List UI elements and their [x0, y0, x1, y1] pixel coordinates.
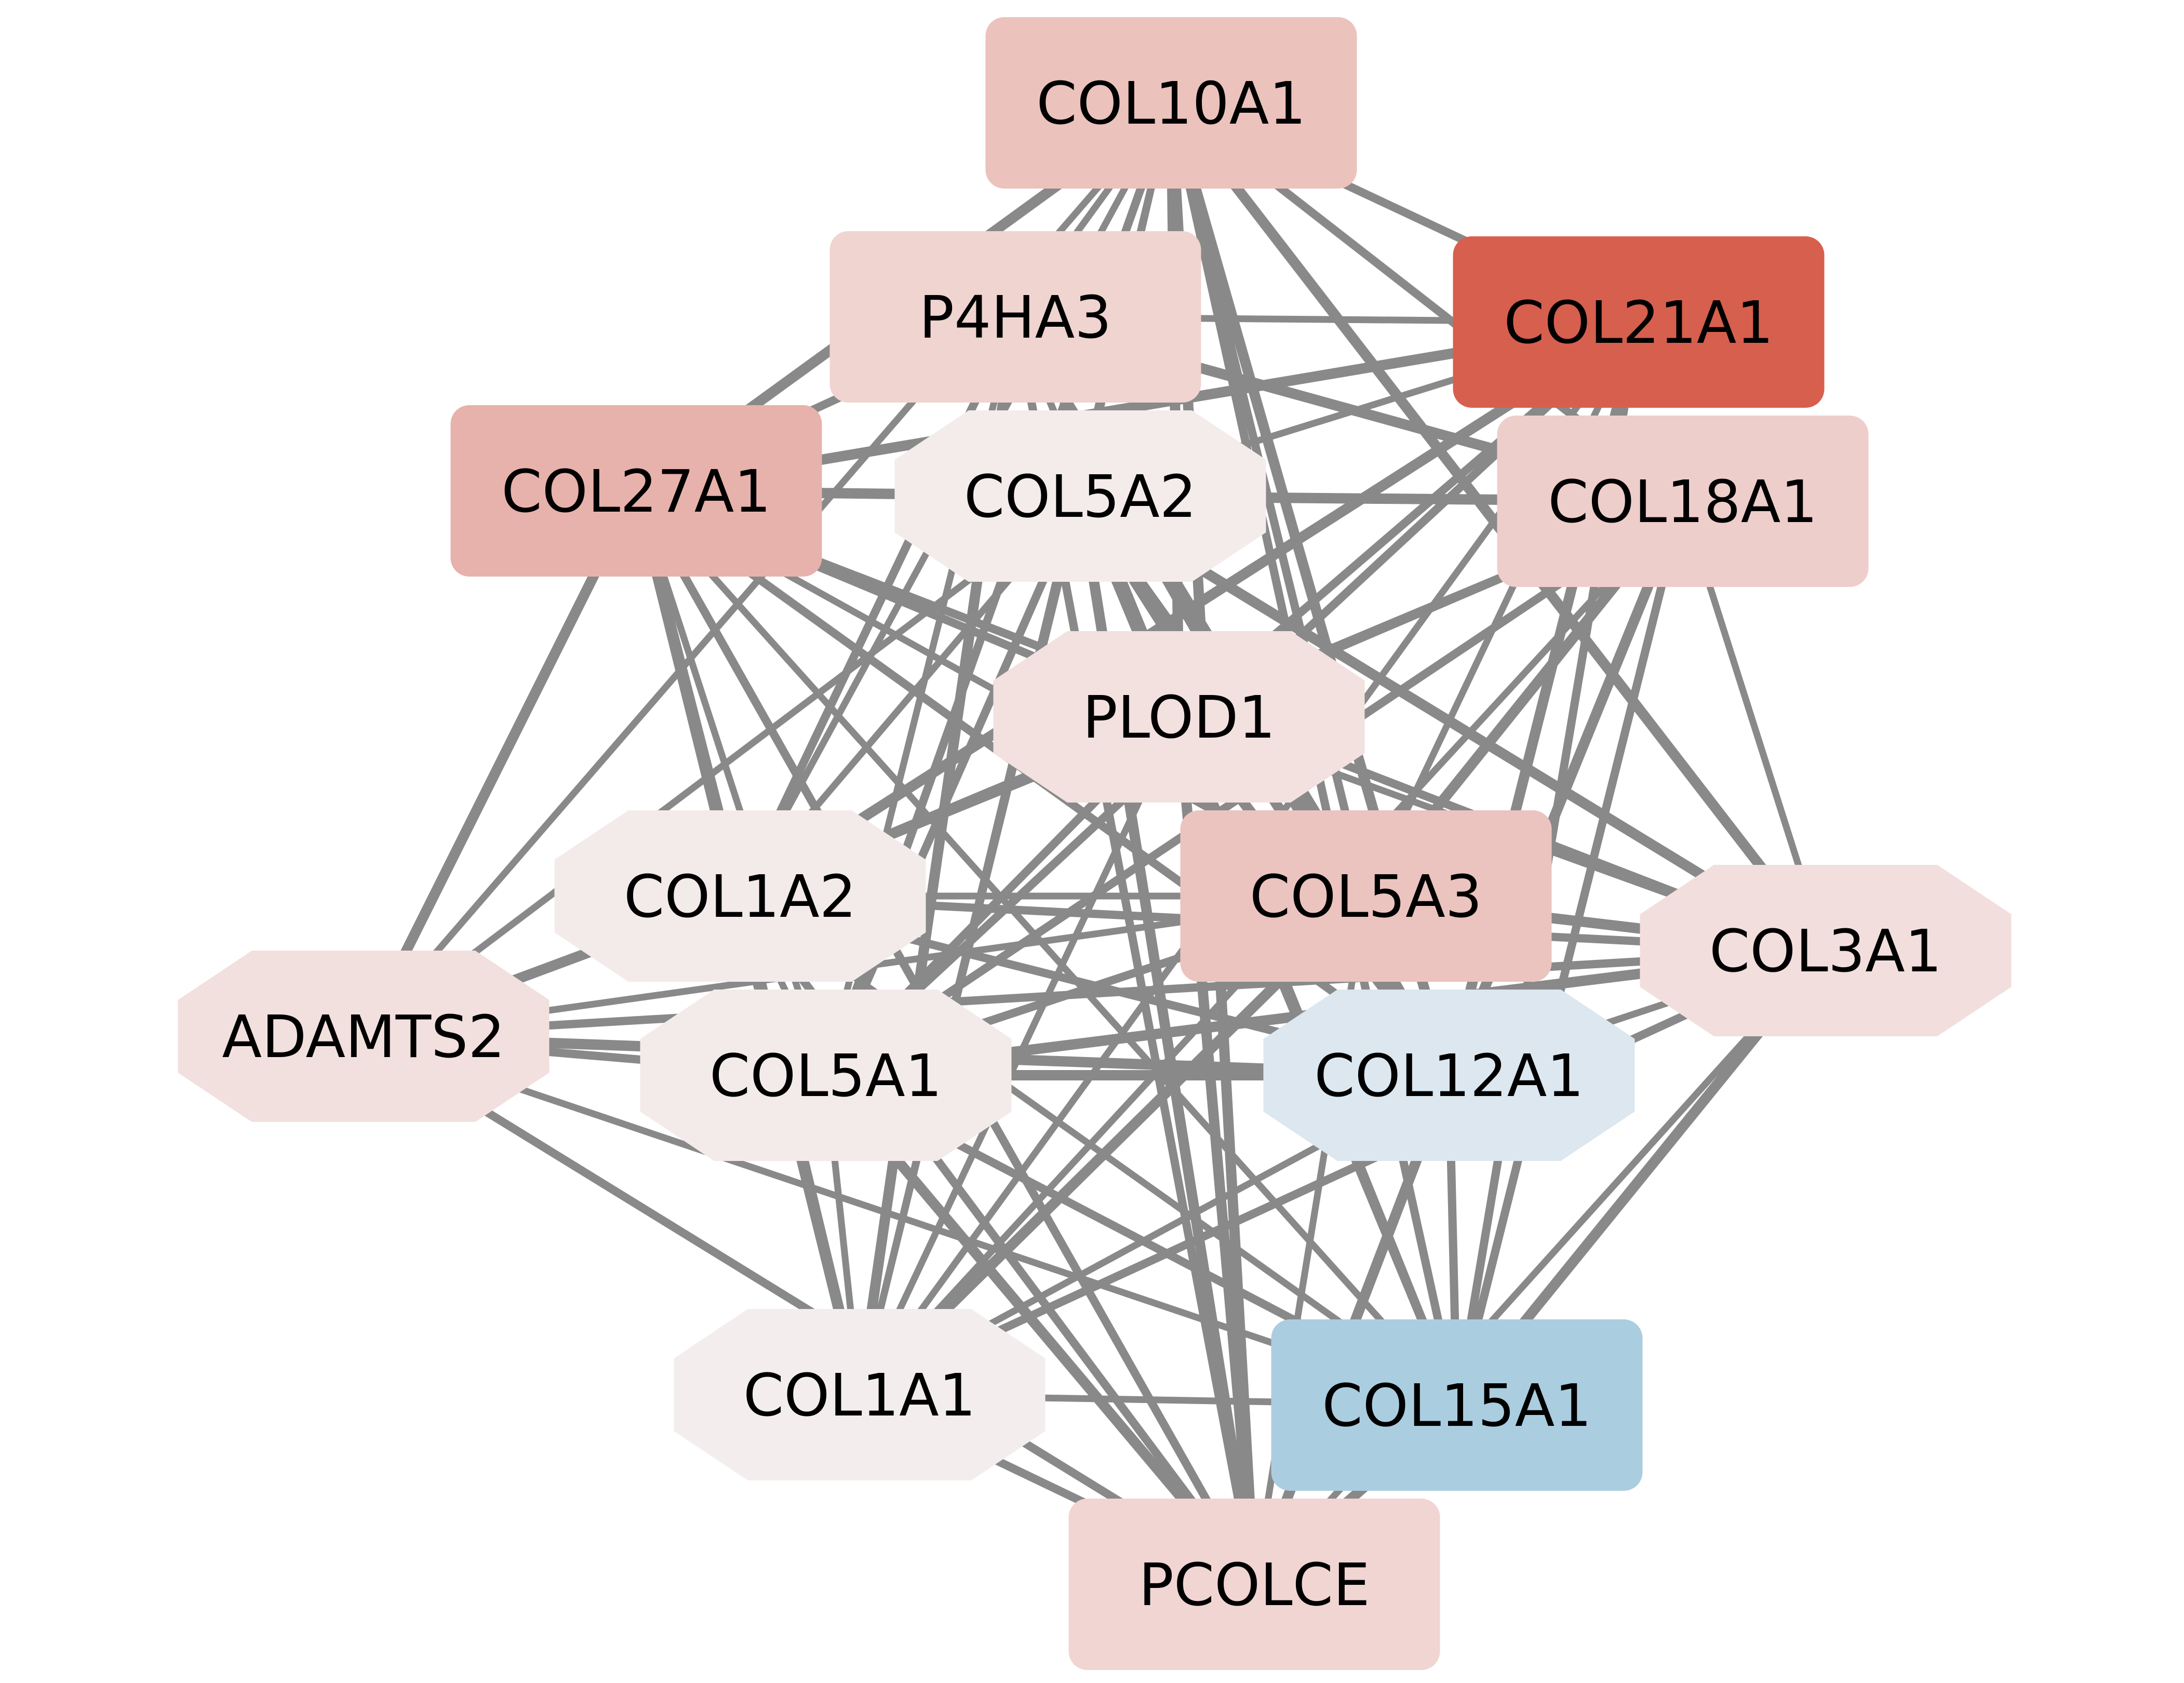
edge-col3a1-col1a1: [857, 946, 1828, 1399]
octagon-node-shape: [993, 631, 1365, 803]
node-col5a1[interactable]: COL5A1: [640, 990, 1012, 1161]
node-col21a1[interactable]: COL21A1: [1453, 236, 1825, 408]
octagon-node-shape: [178, 951, 550, 1122]
edge-col3a1-adamts2: [363, 946, 1826, 1040]
node-col27a1[interactable]: COL27A1: [450, 405, 822, 577]
node-label: COL27A1: [501, 458, 771, 526]
node-label: PCOLCE: [1138, 1552, 1370, 1619]
octagon-node-shape: [1640, 865, 2012, 1036]
node-label: COL12A1: [1314, 1043, 1584, 1110]
octagon-node-shape: [554, 810, 926, 982]
node-col15a1[interactable]: COL15A1: [1271, 1319, 1643, 1491]
node-plod1[interactable]: PLOD1: [993, 631, 1365, 803]
rect-node-shape: [1453, 236, 1825, 408]
node-col1a1[interactable]: COL1A1: [674, 1309, 1046, 1480]
rect-node-shape: [450, 405, 822, 577]
rect-node-shape: [1180, 810, 1552, 982]
rect-node-shape: [1068, 1499, 1440, 1670]
edge-col5a2-col1a1: [856, 495, 1084, 1396]
edge-col5a2-col5a1: [822, 494, 1084, 1077]
node-label: COL10A1: [1036, 70, 1306, 138]
node-col12a1[interactable]: COL12A1: [1263, 990, 1635, 1161]
node-col5a2[interactable]: COL5A2: [894, 410, 1266, 582]
node-label: COL5A3: [1250, 863, 1482, 931]
node-col5a3[interactable]: COL5A3: [1180, 810, 1552, 982]
node-p4ha3[interactable]: P4HA3: [829, 231, 1201, 403]
rect-node-shape: [1271, 1319, 1643, 1491]
node-label: COL5A2: [964, 463, 1197, 531]
edge-col21a1-col1a2: [737, 317, 1642, 901]
node-label: ADAMTS2: [222, 1004, 505, 1071]
node-label: COL1A1: [743, 1362, 976, 1430]
node-pcolce[interactable]: PCOLCE: [1068, 1499, 1440, 1670]
edge-col27a1-adamts2: [359, 488, 641, 1039]
node-label: P4HA3: [919, 284, 1112, 352]
edge-col27a1-col15a1: [634, 488, 1459, 1408]
octagon-node-shape: [640, 990, 1012, 1161]
node-col10a1[interactable]: COL10A1: [985, 17, 1357, 189]
octagon-node-shape: [1263, 990, 1635, 1161]
rect-node-shape: [829, 231, 1201, 403]
node-col18a1[interactable]: COL18A1: [1497, 416, 1869, 587]
node-label: COL1A2: [624, 863, 856, 931]
edge-col5a2-adamts2: [361, 493, 1082, 1039]
rect-node-shape: [985, 17, 1357, 189]
node-label: COL21A1: [1504, 289, 1773, 357]
node-col3a1[interactable]: COL3A1: [1640, 865, 2012, 1036]
rect-node-shape: [1497, 416, 1869, 587]
octagon-node-shape: [674, 1309, 1046, 1480]
node-label: COL15A1: [1322, 1372, 1591, 1440]
node-label: COL5A1: [709, 1043, 942, 1110]
edge-col18a1-col15a1: [1453, 500, 1687, 1406]
octagon-node-shape: [894, 410, 1266, 582]
node-adamts2[interactable]: ADAMTS2: [178, 951, 550, 1122]
nodes-layer: COL10A1 P4HA3 COL21A1 COL27A1 COL5A2 COL18A1 P…: [178, 17, 2012, 1670]
node-col1a2[interactable]: COL1A2: [554, 810, 926, 982]
node-label: PLOD1: [1082, 684, 1276, 752]
node-label: COL3A1: [1709, 918, 1942, 985]
node-label: COL18A1: [1548, 469, 1817, 536]
